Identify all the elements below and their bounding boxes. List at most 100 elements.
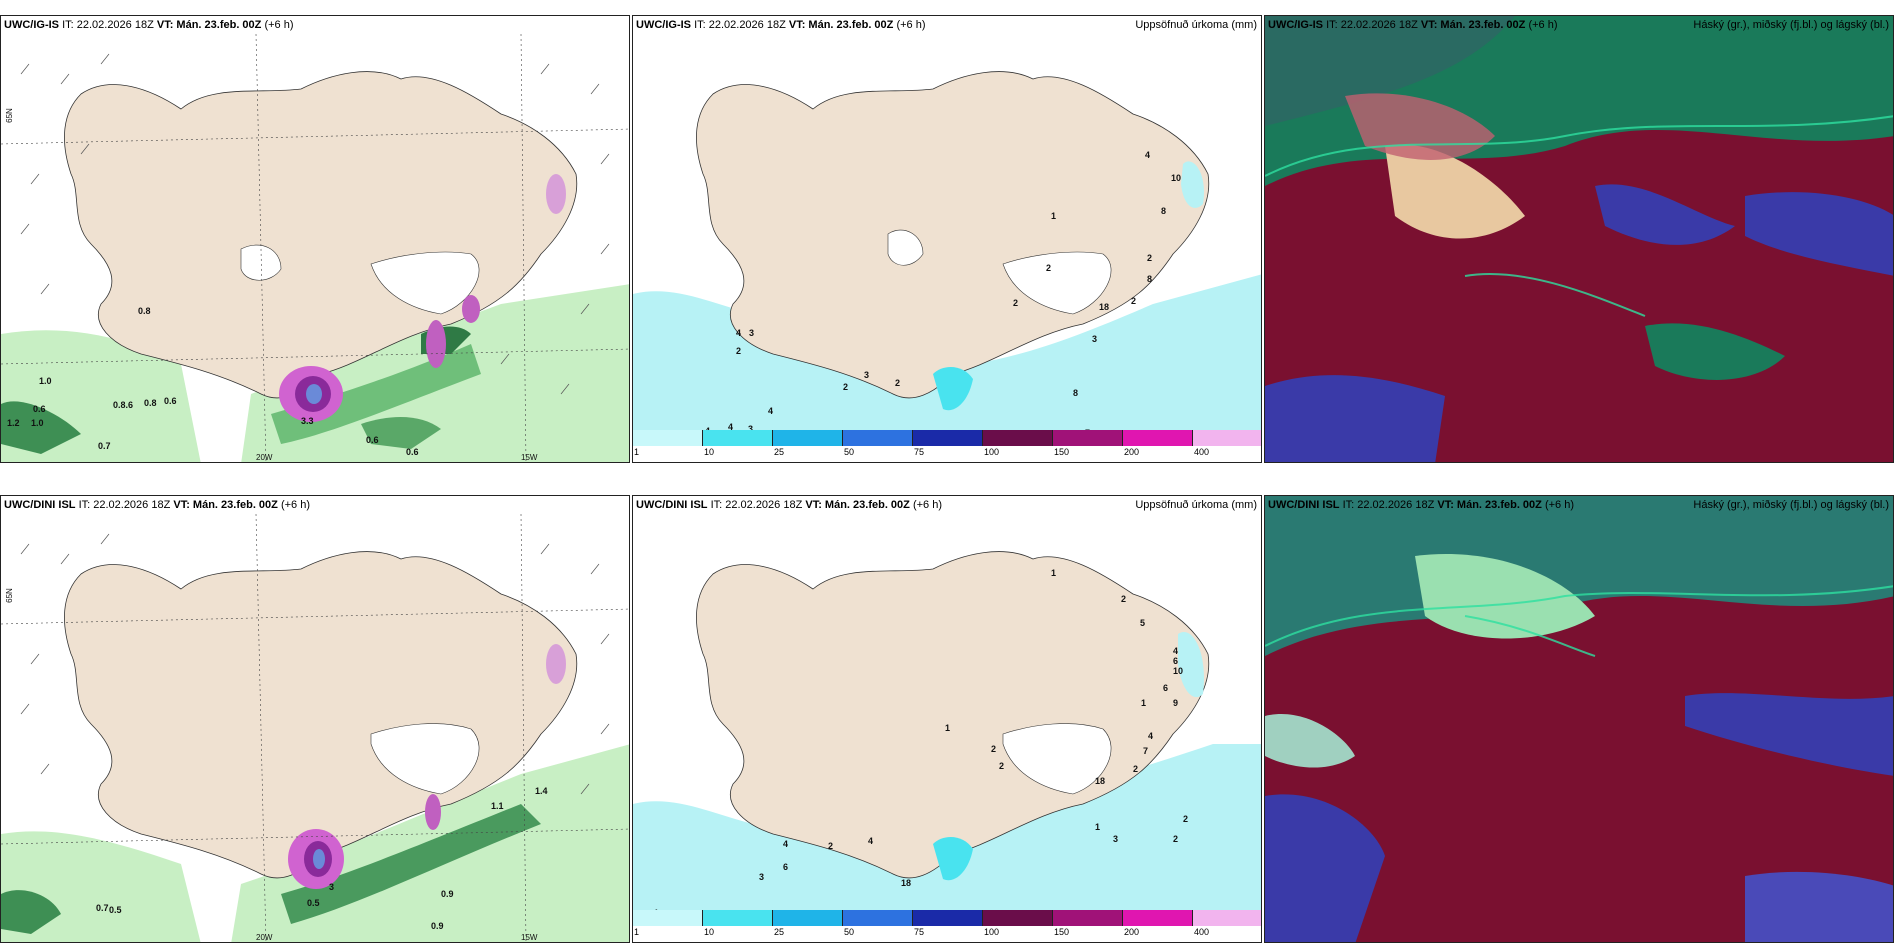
init-time: IT: 22.02.2026 18Z [710,499,803,511]
value-label: 1.2 [7,418,20,428]
panel-wind-row2: UWC/DINI ISL IT: 22.02.2026 18Z VT: Mán.… [0,495,630,943]
colorbar-tick: 75 [914,447,925,457]
value-label: 0.8 [144,398,157,408]
panel-header: UWC/IG-IS IT: 22.02.2026 18Z VT: Mán. 23… [1,16,629,34]
precip-label: 4 [1173,646,1179,656]
precip-label: 8 [1073,388,1079,398]
lat-label: 65N [4,108,14,123]
precip-label: 8 [1161,206,1167,216]
value-label: 0.9 [441,889,454,899]
precip-label: 2 [828,841,834,851]
colorbar-swatch [1123,430,1193,446]
lead-time: (+6 h) [280,499,310,511]
model-name: UWC/DINI ISL [1268,499,1340,511]
cloud-title: Háský (gr.), miðský (fj.bl.) og lágský (… [1693,499,1889,511]
value-label: 1.4 [535,786,548,796]
precip-label: 4 [1145,150,1151,160]
colorbar-tick: 10 [704,927,715,937]
model-name: UWC/DINI ISL [636,499,708,511]
colorbar-swatch [983,910,1053,926]
precip-label: 4 [768,406,774,416]
colorbar-tick: 400 [1194,927,1210,937]
cloud-map [1265,16,1893,462]
precip-label: 1 [1051,211,1057,221]
colorbar-tick: 10 [704,447,715,457]
lead-time: (+6 h) [912,499,942,511]
precip-label: 2 [1183,814,1189,824]
precip-label: 3 [1092,334,1098,344]
init-time: IT: 22.02.2026 18Z [694,19,786,31]
value-label: 3.3 [301,416,314,426]
value-label: 0.9 [431,921,444,931]
colorbar-swatch [633,430,703,446]
precip-label: 2 [999,761,1005,771]
panel-header: UWC/DINI ISL IT: 22.02.2026 18Z VT: Mán.… [1265,496,1893,514]
precip-label: 8 [1147,274,1153,284]
precip-label: 5 [1140,618,1146,628]
colorbar-tick: 400 [1194,447,1210,457]
colorbar-tick: 100 [984,447,1000,457]
model-name: UWC/IG-IS [636,19,691,31]
precip-label: 2 [1173,834,1179,844]
precip-label: 2 [895,378,901,388]
lead-time: (+6 h) [264,19,294,31]
init-time: IT: 22.02.2026 18Z [1326,19,1418,31]
valid-time: VT: Mán. 23.feb. 00Z [1437,499,1542,511]
colorbar-swatch [633,910,703,926]
value-label: 0.7 [96,903,109,913]
value-label: 0.8 [138,306,151,316]
colorbar-swatch [983,430,1053,446]
panel-precip-row2: UWC/DINI ISL IT: 22.02.2026 18Z VT: Mán.… [632,495,1262,943]
precip-label: 6 [1163,683,1169,693]
precip-title: Uppsöfnuð úrkoma (mm) [1135,499,1257,511]
precip-label: 7 [1143,746,1149,756]
colorbar-tick: 50 [844,447,855,457]
precip-label: 2 [991,744,997,754]
valid-time: VT: Mán. 23.feb. 00Z [156,19,262,31]
precip-label: 3 [749,328,755,338]
precip-colorbar [633,430,1261,446]
cloud-title: Háský (gr.), miðský (fj.bl.) og lágský (… [1693,19,1889,31]
precip-label: 4 [736,328,742,338]
panel-precip-row1: UWC/IG-IS IT: 22.02.2026 18Z VT: Mán. 23… [632,15,1262,463]
precip-label: 10 [1171,173,1182,183]
precip-map [633,514,1261,912]
colorbar-tick: 50 [844,927,855,937]
lon-label: 20W [256,933,273,942]
lat-label: 65N [4,588,14,603]
panel-header: UWC/IG-IS IT: 22.02.2026 18Z VT: Mán. 23… [1265,16,1893,34]
colorbar-swatch [773,430,843,446]
value-label: 0.6 [33,404,46,414]
colorbar-tick: 1 [634,447,640,457]
wind-map [1,34,629,462]
lead-time: (+6 h) [1528,19,1558,31]
model-name: UWC/IG-IS [4,19,59,31]
value-label: 1.0 [31,418,44,428]
precip-label: 18 [1095,776,1106,786]
colorbar-swatch [843,910,913,926]
lon-label: 20W [256,453,273,462]
precip-label: 18 [901,878,912,888]
colorbar-tick: 200 [1124,447,1140,457]
colorbar-tick: 100 [984,927,1000,937]
precip-label: 4 [868,836,874,846]
precip-label: 1 [945,723,951,733]
precip-title: Uppsöfnuð úrkoma (mm) [1135,19,1257,31]
value-label: 3 [329,882,335,892]
colorbar-ticks: 1 10 25 50 75 100 150 200 400 [633,447,1261,461]
cloud-map [1265,496,1893,942]
precip-label: 3 [748,424,754,434]
lead-time: (+6 h) [1544,499,1574,511]
colorbar-tick: 75 [914,927,925,937]
panel-header: UWC/IG-IS IT: 22.02.2026 18Z VT: Mán. 23… [633,16,1261,34]
colorbar-tick: 150 [1054,927,1070,937]
precip-colorbar [633,910,1261,926]
colorbar-tick: 200 [1124,927,1140,937]
precip-label: 10 [1173,666,1184,676]
precip-label: 1 [1095,822,1101,832]
wind-map [1,514,629,942]
precip-label: 2 [736,346,742,356]
colorbar-swatch [1123,910,1193,926]
value-label: 0.6 [406,447,419,457]
precip-label: 4 [783,839,789,849]
